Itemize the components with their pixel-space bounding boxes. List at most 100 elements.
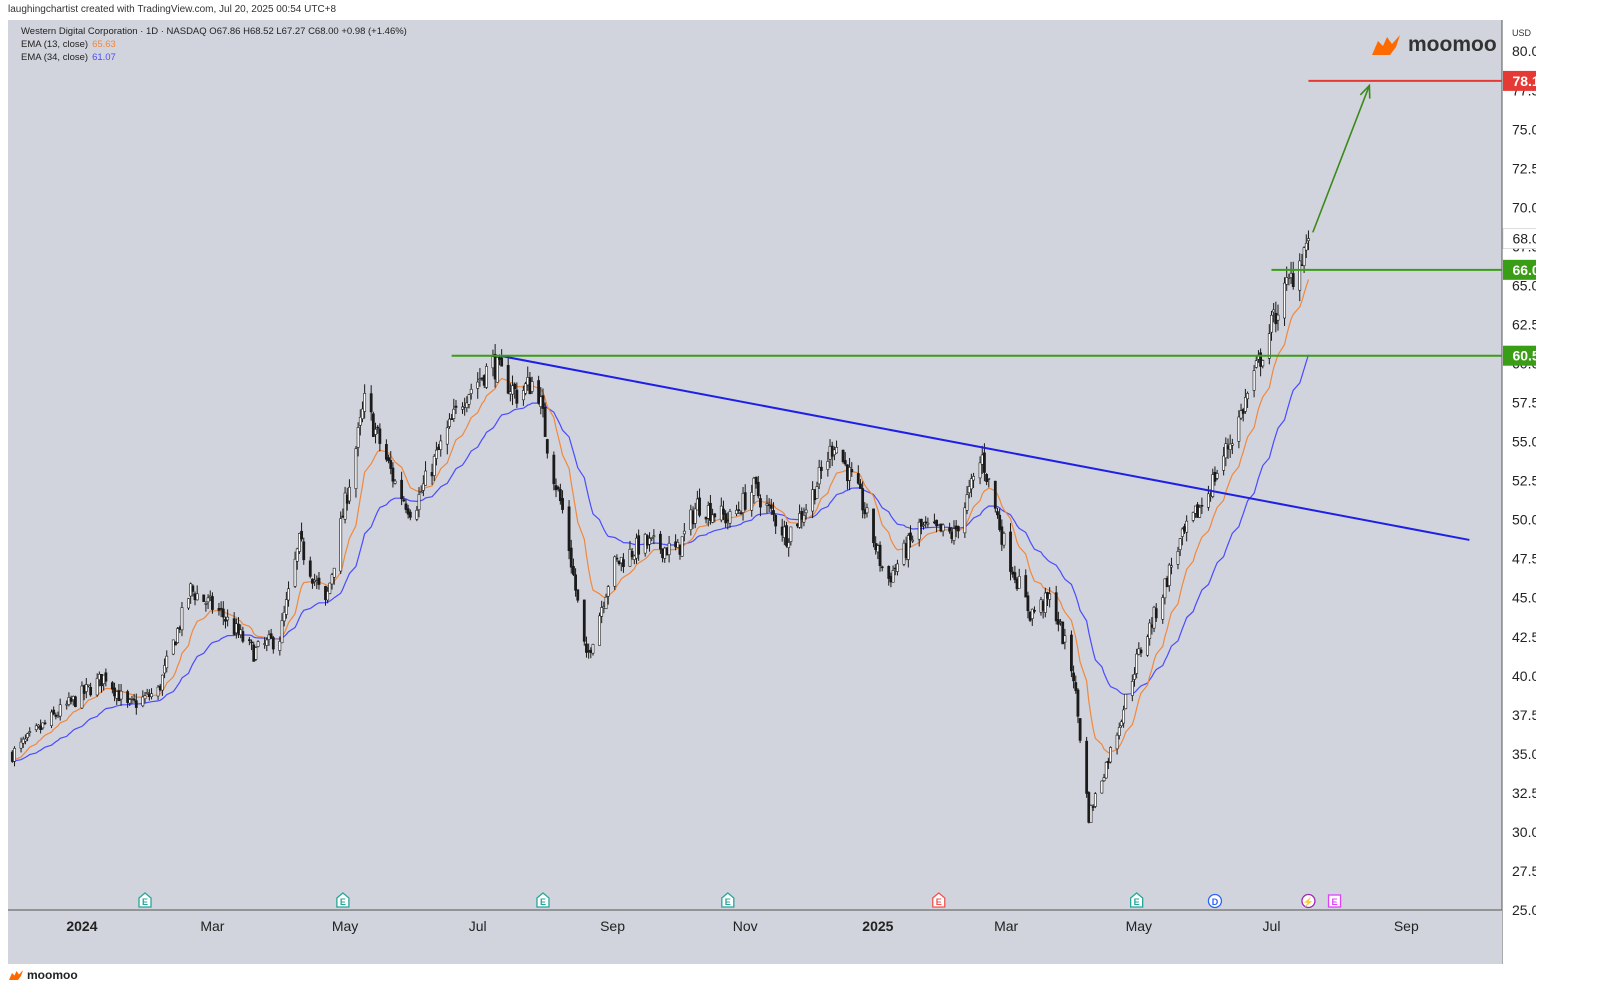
candle bbox=[126, 689, 130, 708]
candle bbox=[1015, 577, 1019, 591]
candle bbox=[195, 585, 199, 601]
candle bbox=[41, 722, 45, 730]
candle bbox=[1291, 261, 1295, 290]
candle bbox=[482, 374, 486, 389]
candle bbox=[902, 539, 906, 567]
y-tick-label: 25.00 bbox=[1512, 902, 1536, 918]
candle bbox=[104, 668, 108, 687]
candle bbox=[511, 375, 514, 406]
candle bbox=[358, 409, 362, 436]
candle bbox=[1137, 642, 1141, 656]
candle bbox=[713, 513, 717, 523]
currency-label: USD bbox=[1512, 28, 1532, 38]
candle bbox=[1307, 230, 1310, 250]
candle bbox=[450, 413, 454, 420]
candle bbox=[933, 513, 936, 525]
x-tick-label: 2025 bbox=[862, 918, 893, 934]
candle bbox=[163, 658, 166, 679]
candle bbox=[556, 485, 560, 492]
event-marker[interactable]: E bbox=[721, 892, 735, 908]
target-arrow-line[interactable] bbox=[1312, 85, 1371, 233]
candle bbox=[615, 554, 619, 562]
candle bbox=[1078, 718, 1082, 744]
event-marker[interactable]: E bbox=[932, 892, 946, 908]
candle bbox=[585, 636, 588, 658]
price-chart[interactable]: USD 25.00 27.50 30.00 32.50 35.00 37.50 40.00 42… bbox=[8, 20, 1536, 964]
candle bbox=[985, 473, 989, 486]
candle bbox=[187, 598, 190, 610]
candle bbox=[887, 565, 891, 586]
candle bbox=[43, 719, 47, 725]
support-breakout-label-bg bbox=[1503, 345, 1536, 366]
legend-symbol-line: Western Digital Corporation · 1D · NASDA… bbox=[21, 26, 407, 37]
candle bbox=[345, 487, 349, 511]
candle bbox=[917, 518, 921, 547]
event-marker[interactable]: D bbox=[1207, 893, 1223, 909]
candle bbox=[937, 524, 941, 526]
y-tick-label: 50.00 bbox=[1512, 512, 1536, 528]
candle bbox=[300, 522, 303, 542]
event-marker[interactable]: E bbox=[138, 892, 152, 908]
candle bbox=[1276, 304, 1280, 331]
candle bbox=[978, 456, 982, 485]
candle bbox=[996, 507, 999, 519]
candle bbox=[704, 516, 708, 524]
candle bbox=[493, 344, 497, 388]
candle bbox=[574, 568, 577, 597]
candle bbox=[67, 692, 71, 707]
legend-symbol: Western Digital Corporation · 1D · NASDA… bbox=[21, 26, 407, 37]
candle bbox=[645, 534, 649, 549]
event-marker[interactable]: E bbox=[336, 892, 350, 908]
candle bbox=[1193, 505, 1197, 518]
candle bbox=[430, 463, 434, 485]
event-marker[interactable]: E bbox=[536, 892, 550, 908]
candle bbox=[26, 732, 29, 742]
candle bbox=[1085, 736, 1089, 798]
moomoo-bull-icon bbox=[1372, 35, 1400, 55]
candle bbox=[1154, 603, 1158, 622]
legend-ema13-value: 65.63 bbox=[92, 39, 116, 50]
time-axis-panel bbox=[8, 910, 1502, 964]
candle bbox=[602, 601, 606, 614]
candle bbox=[739, 510, 743, 515]
candle bbox=[689, 504, 693, 536]
candle bbox=[956, 525, 960, 539]
candle bbox=[34, 723, 38, 733]
candle bbox=[1163, 578, 1167, 605]
candle bbox=[469, 383, 473, 400]
candle bbox=[1024, 569, 1028, 598]
y-tick-label: 80.00 bbox=[1512, 43, 1536, 59]
candle bbox=[541, 388, 545, 418]
candle bbox=[865, 503, 869, 518]
event-marker[interactable]: ⚡ bbox=[1301, 893, 1316, 909]
candle bbox=[741, 487, 745, 521]
y-tick-label: 42.50 bbox=[1512, 629, 1536, 645]
candle bbox=[171, 639, 175, 656]
ema34-line bbox=[12, 354, 1310, 763]
candle bbox=[19, 737, 23, 753]
event-marker[interactable]: E bbox=[1130, 892, 1144, 908]
candle bbox=[478, 368, 482, 387]
candle bbox=[1100, 780, 1104, 794]
candle bbox=[271, 635, 275, 654]
candle bbox=[896, 559, 899, 576]
candle bbox=[293, 551, 297, 589]
candle bbox=[224, 616, 227, 629]
event-marker[interactable]: E bbox=[1327, 894, 1342, 908]
y-tick-label: 27.50 bbox=[1512, 863, 1536, 879]
candle bbox=[50, 709, 53, 729]
candle bbox=[893, 564, 897, 576]
candle bbox=[1089, 804, 1093, 823]
descending-trendline[interactable] bbox=[499, 354, 1470, 541]
candle bbox=[404, 499, 408, 514]
candle bbox=[308, 556, 312, 579]
candle bbox=[1237, 410, 1241, 449]
candle bbox=[89, 682, 93, 697]
candle bbox=[354, 446, 358, 498]
candle bbox=[10, 750, 14, 763]
candle bbox=[217, 602, 221, 616]
x-tick-label: Jul bbox=[1263, 918, 1281, 934]
chart-plot-area[interactable]: USD 25.00 27.50 30.00 32.50 35.00 37.50 40.00 42… bbox=[8, 20, 1536, 964]
candle bbox=[1046, 591, 1049, 607]
candle bbox=[37, 724, 40, 729]
